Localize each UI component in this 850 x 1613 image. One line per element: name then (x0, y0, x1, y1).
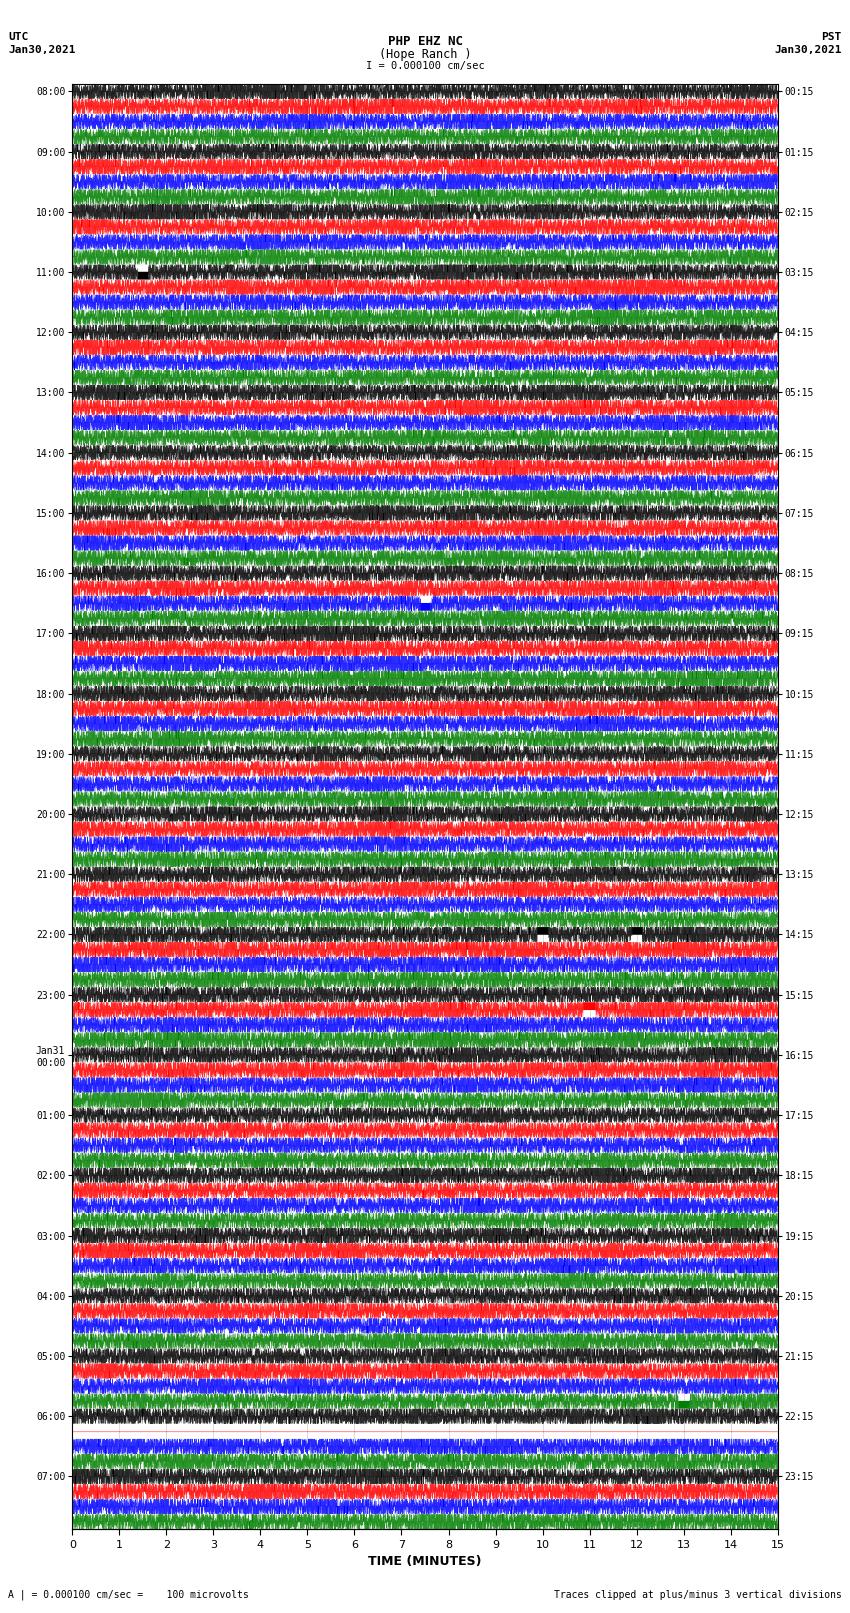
Text: PHP EHZ NC: PHP EHZ NC (388, 35, 462, 48)
Text: Traces clipped at plus/minus 3 vertical divisions: Traces clipped at plus/minus 3 vertical … (553, 1590, 842, 1600)
Text: PST: PST (821, 32, 842, 42)
Text: I = 0.000100 cm/sec: I = 0.000100 cm/sec (366, 61, 484, 71)
Text: (Hope Ranch ): (Hope Ranch ) (379, 48, 471, 61)
Text: A | = 0.000100 cm/sec =    100 microvolts: A | = 0.000100 cm/sec = 100 microvolts (8, 1589, 249, 1600)
Text: Jan30,2021: Jan30,2021 (8, 45, 76, 55)
X-axis label: TIME (MINUTES): TIME (MINUTES) (368, 1555, 482, 1568)
Text: Jan30,2021: Jan30,2021 (774, 45, 842, 55)
Text: UTC: UTC (8, 32, 29, 42)
